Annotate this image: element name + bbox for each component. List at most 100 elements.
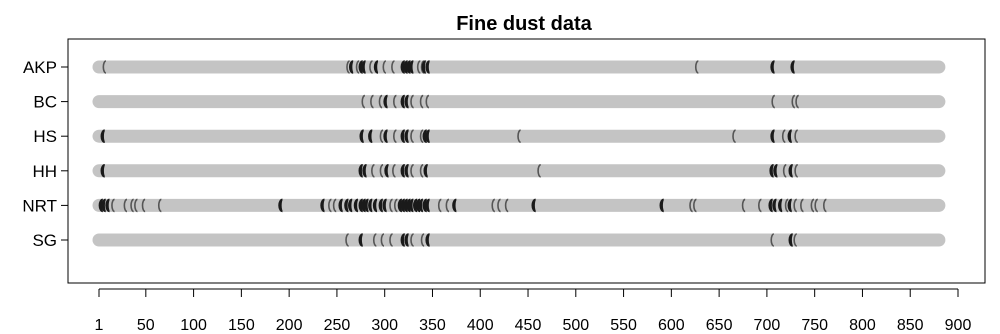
point-hh-3 bbox=[371, 164, 375, 178]
point-sg-11 bbox=[788, 233, 794, 247]
point-nrt-35 bbox=[425, 198, 431, 213]
point-nrt-16 bbox=[353, 198, 359, 213]
point-nrt-36 bbox=[437, 198, 442, 213]
point-hs-8 bbox=[410, 129, 414, 143]
point-akp-0 bbox=[102, 60, 107, 74]
point-akp-17 bbox=[425, 60, 431, 74]
point-akp-14 bbox=[416, 60, 421, 74]
x-tick-label-300: 300 bbox=[371, 317, 398, 334]
point-nrt-24 bbox=[389, 198, 393, 213]
point-nrt-21 bbox=[372, 198, 378, 213]
point-akp-6 bbox=[369, 60, 373, 74]
point-hh-15 bbox=[782, 164, 787, 178]
point-hh-6 bbox=[392, 164, 396, 178]
point-hs-9 bbox=[419, 129, 424, 143]
x-tick-label-150: 150 bbox=[228, 317, 255, 334]
point-akp-16 bbox=[421, 60, 427, 74]
point-akp-3 bbox=[355, 60, 360, 74]
point-sg-3 bbox=[380, 233, 385, 247]
point-akp-20 bbox=[790, 60, 796, 74]
point-hh-17 bbox=[794, 164, 798, 178]
point-nrt-38 bbox=[452, 198, 457, 213]
point-bc-9 bbox=[425, 94, 430, 109]
point-akp-5 bbox=[361, 60, 366, 74]
y-tick-label-hs: HS bbox=[33, 127, 57, 146]
point-nrt-54 bbox=[800, 198, 804, 213]
point-nrt-23 bbox=[382, 198, 388, 213]
point-bc-7 bbox=[410, 94, 414, 109]
point-bc-2 bbox=[378, 94, 383, 109]
y-tick-label-akp: AKP bbox=[23, 58, 57, 77]
point-hs-17 bbox=[794, 129, 798, 143]
point-sg-9 bbox=[425, 233, 431, 247]
point-bc-1 bbox=[370, 94, 374, 109]
point-nrt-51 bbox=[784, 198, 789, 213]
point-hh-12 bbox=[537, 164, 541, 178]
point-hs-0 bbox=[100, 129, 106, 143]
point-nrt-9 bbox=[278, 198, 283, 213]
point-hs-12 bbox=[517, 129, 521, 143]
point-nrt-26 bbox=[397, 198, 403, 213]
point-nrt-57 bbox=[822, 198, 827, 213]
point-hh-14 bbox=[773, 164, 778, 178]
point-hh-4 bbox=[379, 164, 384, 178]
x-axis: 1 50 100 150 200 250 300 350 400 450 500 550 600 650 7… bbox=[95, 288, 972, 334]
point-sg-12 bbox=[793, 233, 798, 247]
x-tick-label-600: 600 bbox=[658, 317, 685, 334]
point-hs-11 bbox=[425, 129, 431, 143]
x-tick-label-100: 100 bbox=[180, 317, 207, 334]
x-tick-label-250: 250 bbox=[324, 317, 351, 334]
point-nrt-4 bbox=[123, 198, 128, 213]
point-hs-15 bbox=[781, 129, 786, 143]
point-sg-0 bbox=[345, 233, 349, 247]
point-nrt-32 bbox=[415, 198, 421, 213]
point-nrt-10 bbox=[320, 198, 325, 213]
x-tick-label-900: 900 bbox=[945, 317, 972, 334]
x-tick-label-350: 350 bbox=[419, 317, 446, 334]
y-tick-label-bc: BC bbox=[33, 93, 57, 112]
x-tick-label-850: 850 bbox=[897, 317, 924, 334]
point-nrt-18 bbox=[361, 198, 366, 213]
x-tick-label-750: 750 bbox=[801, 317, 828, 334]
point-nrt-3 bbox=[111, 198, 115, 213]
plot-frame bbox=[67, 38, 986, 284]
point-nrt-55 bbox=[810, 198, 815, 213]
point-nrt-41 bbox=[504, 198, 509, 213]
point-bc-11 bbox=[791, 94, 796, 109]
point-hh-10 bbox=[419, 164, 424, 178]
x-tick-label-400: 400 bbox=[467, 317, 494, 334]
point-sg-10 bbox=[770, 233, 775, 247]
point-hh-13 bbox=[769, 164, 774, 178]
point-hh-9 bbox=[410, 164, 414, 178]
point-hs-3 bbox=[379, 129, 384, 143]
x-tick-label-50: 50 bbox=[137, 317, 155, 334]
point-nrt-6 bbox=[134, 198, 138, 213]
point-nrt-11 bbox=[328, 198, 332, 213]
point-sg-8 bbox=[420, 233, 425, 247]
point-nrt-53 bbox=[793, 198, 798, 213]
point-nrt-14 bbox=[344, 198, 349, 213]
point-bc-0 bbox=[361, 94, 366, 109]
chart-title: Fine dust data bbox=[456, 13, 592, 35]
y-axis: AKP BC HS HH NRT SG bbox=[22, 58, 68, 250]
point-nrt-45 bbox=[693, 198, 697, 213]
y-tick-label-sg: SG bbox=[32, 231, 57, 250]
point-nrt-43 bbox=[659, 198, 665, 213]
point-nrt-39 bbox=[491, 198, 496, 213]
point-hs-1 bbox=[359, 129, 365, 143]
point-nrt-12 bbox=[332, 198, 337, 213]
point-nrt-37 bbox=[445, 198, 450, 213]
series-bars bbox=[92, 60, 946, 247]
point-bc-8 bbox=[419, 94, 424, 109]
series-marks bbox=[98, 60, 827, 247]
point-nrt-29 bbox=[406, 198, 411, 213]
point-nrt-15 bbox=[348, 198, 353, 213]
x-tick-label-500: 500 bbox=[562, 317, 589, 334]
x-tick-label-800: 800 bbox=[849, 317, 876, 334]
point-nrt-25 bbox=[393, 198, 398, 213]
point-akp-8 bbox=[382, 60, 387, 74]
y-tick-label-hh: HH bbox=[32, 162, 57, 181]
point-hs-5 bbox=[393, 129, 397, 143]
point-bc-10 bbox=[771, 94, 776, 109]
